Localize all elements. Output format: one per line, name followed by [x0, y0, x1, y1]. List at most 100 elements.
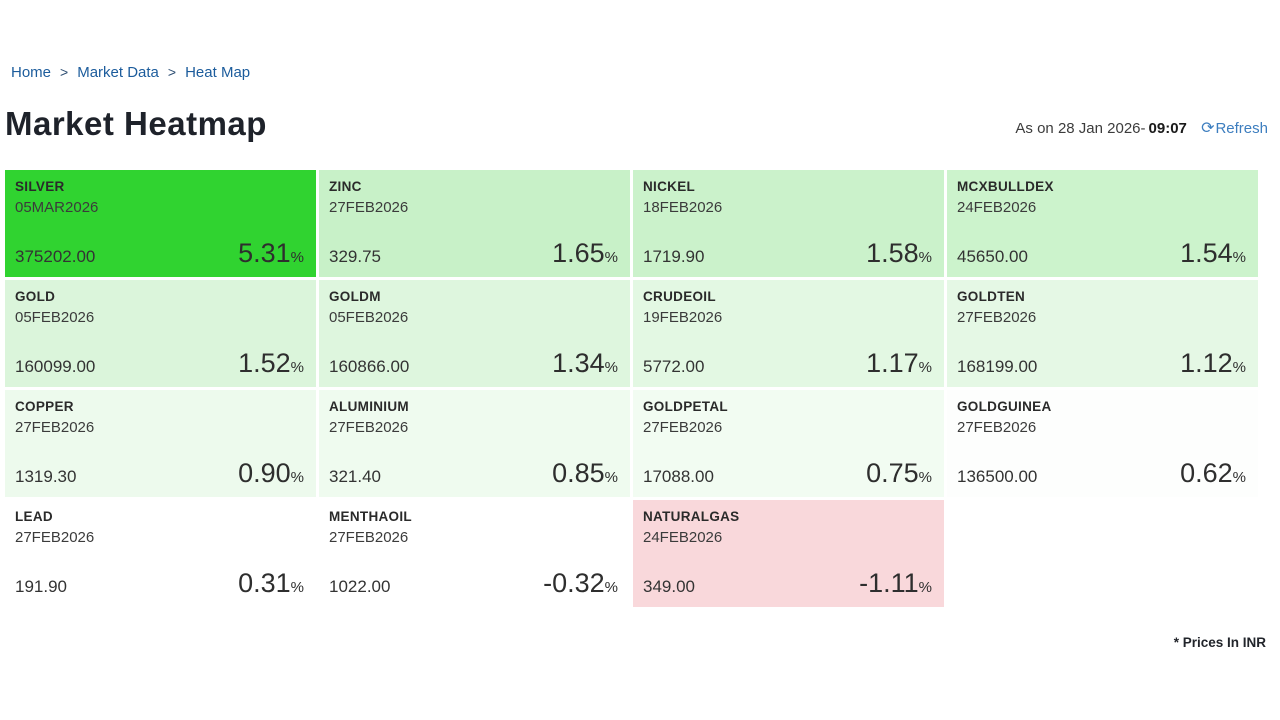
tile-change: 1.12% — [1180, 348, 1246, 378]
tile-change: 1.58% — [866, 238, 932, 268]
tile-price: 349.00 — [643, 577, 695, 596]
page-title: Market Heatmap — [5, 105, 267, 142]
prices-note: * Prices In INR — [1173, 635, 1266, 650]
heatmap-tile-nickel[interactable]: NICKEL 18FEB2026 1719.90 1.58% — [633, 170, 944, 277]
percent-sign: % — [604, 579, 618, 596]
percent-sign: % — [1232, 359, 1246, 376]
percent-sign: % — [1232, 469, 1246, 486]
tile-change: 5.31% — [238, 238, 304, 268]
heatmap-tile-mcxbulldex[interactable]: MCXBULLDEX 24FEB2026 45650.00 1.54% — [947, 170, 1258, 277]
tile-expiry: 27FEB2026 — [643, 419, 723, 436]
tile-symbol: GOLDPETAL — [643, 399, 728, 414]
heatmap-tile-goldm[interactable]: GOLDM 05FEB2026 160866.00 1.34% — [319, 280, 630, 387]
as-on-time: 09:07 — [1148, 120, 1187, 137]
percent-sign: % — [290, 249, 304, 266]
breadcrumb: Home > Market Data > Heat Map — [0, 62, 1280, 82]
tile-expiry: 05FEB2026 — [15, 309, 95, 326]
percent-sign: % — [918, 359, 932, 376]
tile-change: 0.85% — [552, 458, 618, 488]
tile-symbol: GOLDTEN — [957, 289, 1026, 304]
heatmap-tile-naturalgas[interactable]: NATURALGAS 24FEB2026 349.00 -1.11% — [633, 500, 944, 607]
tile-change: 0.90% — [238, 458, 304, 488]
tile-expiry: 27FEB2026 — [329, 529, 409, 546]
refresh-icon: ⟳ — [1201, 120, 1215, 137]
tile-price: 1022.00 — [329, 577, 391, 596]
tile-expiry: 05FEB2026 — [329, 309, 409, 326]
tile-symbol: GOLDGUINEA — [957, 399, 1052, 414]
heatmap-tile-silver[interactable]: SILVER 05MAR2026 375202.00 5.31% — [5, 170, 316, 277]
tile-price: 45650.00 — [957, 247, 1028, 266]
percent-sign: % — [604, 359, 618, 376]
percent-sign: % — [1232, 249, 1246, 266]
tile-price: 321.40 — [329, 467, 381, 486]
tile-symbol: LEAD — [15, 509, 53, 524]
heatmap-tile-gold[interactable]: GOLD 05FEB2026 160099.00 1.52% — [5, 280, 316, 387]
tile-expiry: 19FEB2026 — [643, 309, 723, 326]
tile-change: 0.31% — [238, 568, 304, 598]
heatmap-grid: SILVER 05MAR2026 375202.00 5.31% ZINC 27F… — [5, 170, 1258, 607]
heatmap-tile-goldguinea[interactable]: GOLDGUINEA 27FEB2026 136500.00 0.62% — [947, 390, 1258, 497]
tile-change: -1.11% — [859, 568, 932, 598]
tile-expiry: 24FEB2026 — [957, 199, 1037, 216]
tile-price: 191.90 — [15, 577, 67, 596]
tile-symbol: ALUMINIUM — [329, 399, 409, 414]
tile-expiry: 27FEB2026 — [15, 419, 95, 436]
percent-sign: % — [918, 469, 932, 486]
refresh-label: Refresh — [1215, 120, 1268, 137]
tile-price: 17088.00 — [643, 467, 714, 486]
heatmap-tile-menthaoil[interactable]: MENTHAOIL 27FEB2026 1022.00 -0.32% — [319, 500, 630, 607]
tile-symbol: MCXBULLDEX — [957, 179, 1054, 194]
percent-sign: % — [290, 469, 304, 486]
percent-sign: % — [918, 579, 932, 596]
header-row: Market Heatmap As on 28 Jan 2026- 09:07 ⟳… — [0, 104, 1280, 144]
tile-change: 0.75% — [866, 458, 932, 488]
breadcrumb-market-data[interactable]: Market Data — [77, 64, 159, 81]
tile-symbol: ZINC — [329, 179, 362, 194]
tile-change: 1.52% — [238, 348, 304, 378]
as-on-label: As on 28 Jan 2026- — [1015, 120, 1146, 137]
tile-symbol: COPPER — [15, 399, 74, 414]
tile-change: 1.34% — [552, 348, 618, 378]
tile-symbol: GOLD — [15, 289, 56, 304]
tile-expiry: 27FEB2026 — [15, 529, 95, 546]
tile-symbol: MENTHAOIL — [329, 509, 412, 524]
tile-price: 375202.00 — [15, 247, 96, 266]
tile-expiry: 24FEB2026 — [643, 529, 723, 546]
heatmap-tile-aluminium[interactable]: ALUMINIUM 27FEB2026 321.40 0.85% — [319, 390, 630, 497]
breadcrumb-home[interactable]: Home — [11, 64, 52, 81]
tile-price: 5772.00 — [643, 357, 705, 376]
tile-expiry: 27FEB2026 — [329, 199, 409, 216]
percent-sign: % — [290, 579, 304, 596]
tile-change: 1.54% — [1180, 238, 1246, 268]
tile-price: 168199.00 — [957, 357, 1038, 376]
percent-sign: % — [604, 249, 618, 266]
breadcrumb-separator: > — [167, 64, 177, 80]
tile-change: 0.62% — [1180, 458, 1246, 488]
tile-expiry: 27FEB2026 — [957, 309, 1037, 326]
heatmap-tile-crudeoil[interactable]: CRUDEOIL 19FEB2026 5772.00 1.17% — [633, 280, 944, 387]
as-on-timestamp: As on 28 Jan 2026- 09:07 ⟳Refresh — [1015, 118, 1268, 144]
tile-expiry: 18FEB2026 — [643, 199, 723, 216]
tile-price: 136500.00 — [957, 467, 1038, 486]
breadcrumb-heat-map[interactable]: Heat Map — [185, 64, 251, 81]
tile-symbol: NICKEL — [643, 179, 696, 194]
tile-price: 329.75 — [329, 247, 381, 266]
heatmap-tile-goldpetal[interactable]: GOLDPETAL 27FEB2026 17088.00 0.75% — [633, 390, 944, 497]
heatmap-tile-zinc[interactable]: ZINC 27FEB2026 329.75 1.65% — [319, 170, 630, 277]
tile-price: 1719.90 — [643, 247, 705, 266]
tile-change: 1.65% — [552, 238, 618, 268]
tile-change: 1.17% — [866, 348, 932, 378]
heatmap-tile-copper[interactable]: COPPER 27FEB2026 1319.30 0.90% — [5, 390, 316, 497]
heatmap-tile-goldten[interactable]: GOLDTEN 27FEB2026 168199.00 1.12% — [947, 280, 1258, 387]
tile-price: 160866.00 — [329, 357, 410, 376]
tile-symbol: NATURALGAS — [643, 509, 740, 524]
tile-symbol: GOLDM — [329, 289, 381, 304]
refresh-button[interactable]: ⟳Refresh — [1201, 120, 1268, 137]
tile-expiry: 05MAR2026 — [15, 199, 99, 216]
tile-symbol: SILVER — [15, 179, 65, 194]
breadcrumb-separator: > — [60, 64, 69, 80]
heatmap-tile-lead[interactable]: LEAD 27FEB2026 191.90 0.31% — [5, 500, 316, 607]
percent-sign: % — [604, 469, 618, 486]
tile-change: -0.32% — [543, 568, 618, 598]
